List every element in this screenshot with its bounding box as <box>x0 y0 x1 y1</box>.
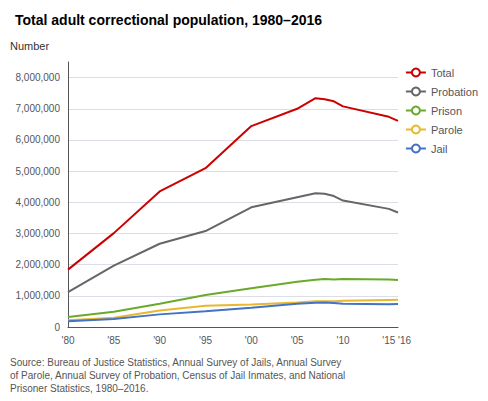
svg-text:Number: Number <box>10 40 49 52</box>
svg-text:'00: '00 <box>245 335 258 346</box>
svg-text:'80: '80 <box>61 335 74 346</box>
svg-text:Total adult correctional popul: Total adult correctional population, 198… <box>15 12 322 28</box>
svg-text:0: 0 <box>54 322 60 333</box>
svg-text:2,000,000: 2,000,000 <box>16 259 61 270</box>
svg-text:7,000,000: 7,000,000 <box>16 103 61 114</box>
svg-text:of Parole, Annual Survey of Pr: of Parole, Annual Survey of Probation, C… <box>10 370 345 381</box>
svg-text:'15: '15 <box>382 335 395 346</box>
svg-text:Prisoner Statistics, 1980–2016: Prisoner Statistics, 1980–2016. <box>10 383 148 394</box>
svg-text:5,000,000: 5,000,000 <box>16 166 61 177</box>
svg-text:3,000,000: 3,000,000 <box>16 228 61 239</box>
svg-text:'10: '10 <box>336 335 349 346</box>
svg-text:8,000,000: 8,000,000 <box>16 72 61 83</box>
svg-text:'16: '16 <box>398 335 411 346</box>
svg-text:Parole: Parole <box>431 124 463 136</box>
svg-text:4,000,000: 4,000,000 <box>16 197 61 208</box>
svg-text:'95: '95 <box>199 335 212 346</box>
svg-text:6,000,000: 6,000,000 <box>16 134 61 145</box>
svg-text:Total: Total <box>431 67 454 79</box>
svg-text:Prison: Prison <box>431 105 462 117</box>
svg-text:Source: Bureau of Justice Stat: Source: Bureau of Justice Statistics, An… <box>10 357 341 368</box>
svg-text:1,000,000: 1,000,000 <box>16 290 61 301</box>
svg-text:'90: '90 <box>153 335 166 346</box>
svg-text:'85: '85 <box>107 335 120 346</box>
svg-text:'05: '05 <box>291 335 304 346</box>
svg-text:Probation: Probation <box>431 86 478 98</box>
svg-text:Jail: Jail <box>431 143 448 155</box>
